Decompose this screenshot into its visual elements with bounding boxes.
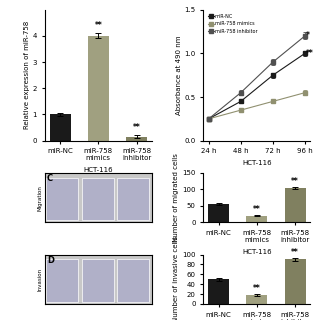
Text: D: D (47, 256, 54, 265)
Legend: miR-NC, miR-758 mimics, miR-758 inhibitor: miR-NC, miR-758 mimics, miR-758 inhibito… (206, 12, 260, 36)
Y-axis label: Number of migrated cells: Number of migrated cells (173, 153, 180, 242)
Y-axis label: Invasion: Invasion (37, 268, 42, 291)
Bar (50, 115, 71, 141)
Y-axis label: Number of invasive cells: Number of invasive cells (173, 236, 180, 320)
Bar (117, 260, 149, 301)
Bar (126, 137, 147, 141)
Y-axis label: Absorbance at 490 nm: Absorbance at 490 nm (176, 36, 182, 115)
Text: **: ** (291, 248, 299, 257)
X-axis label: HCT-116: HCT-116 (242, 249, 272, 254)
Bar (46, 178, 78, 220)
Bar (284, 188, 306, 222)
Bar (46, 260, 78, 301)
Bar (88, 36, 109, 141)
Text: C: C (47, 174, 53, 183)
Text: **: ** (253, 205, 261, 214)
Y-axis label: Migration: Migration (37, 185, 42, 211)
Y-axis label: Relative expression of miR-758: Relative expression of miR-758 (24, 21, 30, 129)
Text: *: * (306, 31, 310, 40)
X-axis label: HCT-116: HCT-116 (84, 167, 113, 173)
Bar (284, 260, 306, 304)
Text: **: ** (306, 49, 314, 58)
Bar (82, 178, 114, 220)
Bar (117, 178, 149, 220)
Bar (208, 204, 229, 222)
Text: **: ** (291, 177, 299, 186)
Bar (82, 260, 114, 301)
Bar (246, 216, 267, 222)
Bar (208, 279, 229, 304)
Bar (246, 295, 267, 304)
Text: **: ** (253, 284, 261, 293)
Text: **: ** (94, 21, 102, 30)
X-axis label: HCT-116: HCT-116 (242, 160, 272, 166)
Text: **: ** (133, 123, 140, 132)
